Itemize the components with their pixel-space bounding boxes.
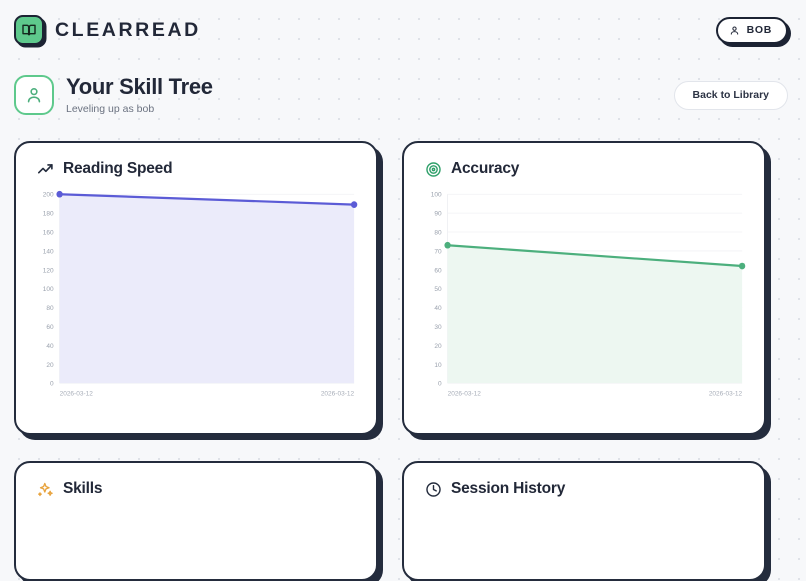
svg-text:60: 60 — [434, 267, 442, 274]
session-history-title: Session History — [451, 480, 566, 497]
svg-text:30: 30 — [434, 324, 442, 331]
sparkles-icon — [36, 480, 54, 498]
back-to-library-button[interactable]: Back to Library — [673, 80, 788, 110]
svg-text:2026-03-12: 2026-03-12 — [709, 390, 743, 397]
svg-text:80: 80 — [434, 229, 442, 236]
reading-speed-card: Reading Speed 0 20 40 60 80 100 120 140 160 180 20… — [14, 141, 378, 435]
page-header-text: Your Skill Tree Leveling up as bob — [66, 75, 213, 115]
session-history-card-header: Session History — [404, 463, 764, 498]
svg-text:80: 80 — [46, 305, 54, 312]
svg-text:2026-03-12: 2026-03-12 — [60, 390, 94, 397]
svg-text:2026-03-12: 2026-03-12 — [448, 390, 482, 397]
reading-speed-title: Reading Speed — [63, 160, 173, 177]
skills-card-header: Skills — [16, 463, 376, 498]
svg-text:160: 160 — [43, 229, 54, 236]
svg-text:180: 180 — [43, 210, 54, 217]
page-title: Your Skill Tree — [66, 74, 213, 100]
svg-text:20: 20 — [46, 362, 54, 369]
svg-text:40: 40 — [46, 343, 54, 350]
reading-speed-chart[interactable]: 0 20 40 60 80 100 120 140 160 180 200 2026-03-12 202… — [16, 178, 376, 406]
trending-up-icon — [36, 160, 54, 178]
accuracy-card-header: Accuracy — [404, 143, 764, 178]
reading-speed-card-header: Reading Speed — [16, 143, 376, 178]
avatar — [14, 75, 54, 115]
svg-text:70: 70 — [434, 248, 442, 255]
skills-card: Skills — [14, 461, 378, 581]
user-menu-button[interactable]: BOB — [715, 16, 788, 44]
page-header-left: Your Skill Tree Leveling up as bob — [14, 75, 213, 115]
brand-logo[interactable]: CLEARREAD — [14, 15, 201, 45]
target-icon — [424, 160, 442, 178]
page-subtitle: Leveling up as bob — [66, 102, 155, 115]
svg-text:40: 40 — [434, 305, 442, 312]
svg-text:2026-03-12: 2026-03-12 — [321, 390, 355, 397]
open-book-icon — [14, 15, 44, 45]
svg-text:100: 100 — [43, 286, 54, 293]
svg-text:50: 50 — [434, 286, 442, 293]
svg-text:120: 120 — [43, 267, 54, 274]
svg-text:140: 140 — [43, 248, 54, 255]
clock-icon — [424, 480, 442, 498]
accuracy-chart[interactable]: 0 10 20 30 40 50 60 70 80 90 100 2026-03-12 2026-03-… — [404, 178, 764, 406]
skills-title: Skills — [63, 480, 103, 497]
accuracy-card: Accuracy 0 10 20 30 40 50 60 70 80 90 100 2026-03-1… — [402, 141, 766, 435]
svg-text:0: 0 — [438, 381, 442, 388]
svg-text:10: 10 — [434, 362, 442, 369]
session-history-card: Session History — [402, 461, 766, 581]
top-bar: CLEARREAD BOB — [0, 0, 806, 60]
svg-text:60: 60 — [46, 324, 54, 331]
user-name-label: BOB — [746, 24, 772, 36]
page-header: Your Skill Tree Leveling up as bob Back … — [14, 70, 788, 120]
person-icon — [729, 25, 740, 36]
svg-text:200: 200 — [43, 192, 54, 199]
svg-text:0: 0 — [50, 381, 54, 388]
accuracy-title: Accuracy — [451, 160, 520, 177]
brand-name: CLEARREAD — [55, 18, 201, 41]
svg-text:100: 100 — [431, 192, 442, 199]
svg-text:20: 20 — [434, 343, 442, 350]
svg-text:90: 90 — [434, 210, 442, 217]
